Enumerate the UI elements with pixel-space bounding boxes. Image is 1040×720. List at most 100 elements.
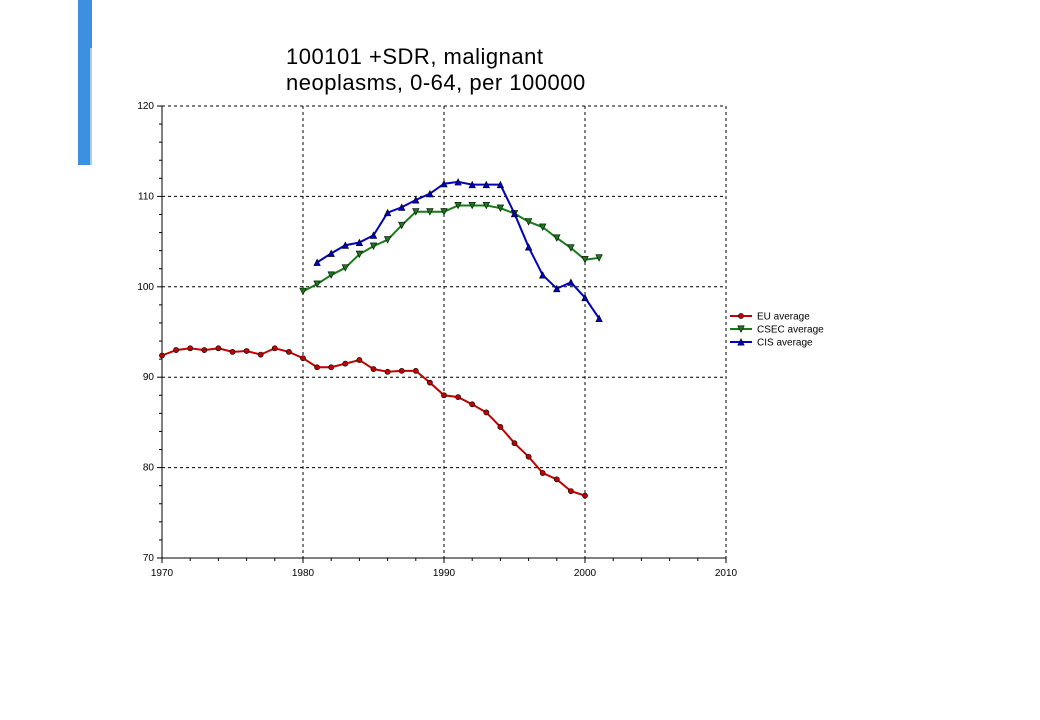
data-point <box>567 244 575 252</box>
legend-entry: EU average <box>730 312 810 323</box>
y-tick-label: 70 <box>143 553 155 564</box>
data-point <box>314 364 320 371</box>
slide-accent-bar <box>78 0 92 165</box>
data-point <box>356 357 363 363</box>
data-point <box>369 231 378 239</box>
data-point <box>355 238 364 247</box>
legend-entry: CIS average <box>730 338 813 349</box>
data-point <box>412 367 419 374</box>
data-point <box>187 345 194 352</box>
data-point <box>539 271 547 279</box>
data-point <box>327 271 335 279</box>
data-point <box>568 488 574 495</box>
data-point <box>313 258 321 266</box>
legend-label: CIS average <box>757 338 813 349</box>
data-point <box>271 345 278 352</box>
legend-label: CSEC average <box>757 325 824 336</box>
data-point <box>313 280 321 288</box>
data-point <box>369 242 378 250</box>
data-point <box>595 314 603 322</box>
data-point <box>454 201 462 210</box>
data-point <box>567 278 575 286</box>
data-point <box>412 196 420 204</box>
data-point <box>159 352 165 359</box>
data-point <box>496 204 505 213</box>
x-tick-label: 2010 <box>715 568 738 579</box>
data-point <box>341 241 349 249</box>
data-point <box>300 355 306 362</box>
data-point <box>398 221 406 230</box>
legend-label: EU average <box>757 312 810 323</box>
legend-entry: CSEC average <box>730 325 824 336</box>
x-tick-label: 1970 <box>151 568 174 579</box>
chart-title-line-2: neoplasms, 0-64, per 100000 <box>286 70 586 95</box>
data-point <box>370 366 377 372</box>
chart-title: 100101 +SDR, malignant neoplasms, 0-64, … <box>286 44 586 96</box>
y-tick-label: 120 <box>137 101 154 112</box>
y-tick-label: 100 <box>137 282 154 293</box>
legend-marker <box>738 313 744 319</box>
data-point <box>496 180 505 189</box>
y-tick-label: 80 <box>143 463 155 474</box>
data-point <box>398 367 405 374</box>
data-point <box>215 345 222 352</box>
data-point <box>426 379 433 386</box>
series-csec-average <box>299 201 603 296</box>
data-point <box>328 364 335 371</box>
data-point <box>482 180 490 189</box>
data-point <box>440 179 448 188</box>
data-point <box>595 254 603 262</box>
data-point <box>455 394 461 400</box>
data-point <box>497 424 504 430</box>
data-point <box>553 476 560 483</box>
data-point <box>524 243 533 251</box>
data-point <box>525 453 532 460</box>
data-point <box>482 201 490 210</box>
data-point <box>539 223 547 232</box>
data-point <box>582 492 588 499</box>
data-point <box>511 440 518 447</box>
data-point <box>539 470 546 476</box>
data-point <box>468 201 476 210</box>
data-point <box>384 368 391 375</box>
data-point <box>355 250 364 259</box>
chart-title-line-1: 100101 +SDR, malignant <box>286 44 544 69</box>
data-point <box>285 348 292 355</box>
data-point <box>412 208 420 216</box>
series-eu-average <box>159 345 588 499</box>
legend-marker <box>737 338 745 346</box>
data-point <box>469 401 476 408</box>
x-tick-label: 1990 <box>433 568 456 579</box>
data-point <box>327 249 335 257</box>
x-tick-label: 2000 <box>574 568 597 579</box>
data-point <box>581 256 589 264</box>
data-point <box>553 284 561 293</box>
data-point <box>441 392 447 399</box>
data-point <box>524 218 533 226</box>
y-tick-label: 110 <box>138 191 154 202</box>
data-point <box>510 209 519 218</box>
data-point <box>383 208 392 217</box>
data-point <box>383 236 392 244</box>
x-tick-label: 1980 <box>292 568 315 579</box>
data-point <box>440 208 448 216</box>
data-point <box>454 178 462 186</box>
data-point <box>257 351 264 358</box>
data-point <box>342 360 349 367</box>
data-point <box>581 293 589 302</box>
series-cis-average <box>313 178 603 322</box>
data-point <box>229 348 236 355</box>
data-point <box>426 189 434 198</box>
data-point <box>483 409 490 416</box>
y-tick-label: 90 <box>143 372 155 383</box>
data-point <box>553 234 561 242</box>
series-line-csec-average <box>302 204 600 293</box>
slide-accent-stripe <box>90 48 92 165</box>
data-point <box>426 208 434 216</box>
data-point <box>468 180 476 189</box>
data-point <box>299 287 307 296</box>
data-point <box>341 264 349 272</box>
data-point <box>243 348 250 354</box>
data-point <box>173 347 179 353</box>
